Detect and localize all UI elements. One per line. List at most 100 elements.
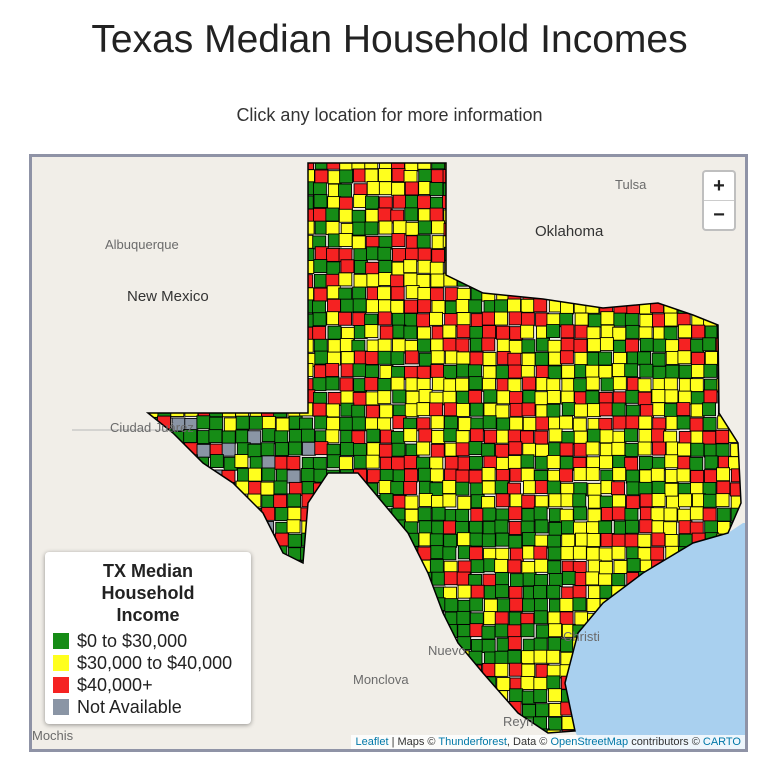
county[interactable]: [248, 571, 263, 586]
county[interactable]: [585, 441, 600, 456]
county[interactable]: [744, 222, 745, 235]
county[interactable]: [457, 495, 472, 510]
county[interactable]: [169, 312, 184, 327]
county[interactable]: [639, 519, 654, 534]
county[interactable]: [691, 248, 706, 263]
county[interactable]: [158, 157, 173, 171]
county[interactable]: [457, 417, 472, 432]
county[interactable]: [468, 195, 483, 209]
county[interactable]: [574, 273, 589, 288]
county[interactable]: [625, 248, 639, 263]
county[interactable]: [352, 221, 367, 236]
county[interactable]: [353, 454, 368, 469]
county[interactable]: [196, 220, 211, 235]
county[interactable]: [404, 468, 418, 483]
county[interactable]: [509, 273, 524, 287]
county[interactable]: [572, 194, 587, 209]
county[interactable]: [352, 714, 367, 729]
county[interactable]: [352, 573, 367, 587]
county[interactable]: [197, 235, 212, 250]
county[interactable]: [665, 339, 680, 354]
county[interactable]: [730, 443, 744, 458]
county[interactable]: [533, 158, 548, 172]
county[interactable]: [535, 455, 549, 470]
county[interactable]: [260, 182, 275, 197]
county[interactable]: [221, 442, 236, 457]
county[interactable]: [689, 417, 704, 432]
county[interactable]: [132, 314, 145, 327]
county[interactable]: [690, 430, 705, 445]
county[interactable]: [338, 456, 353, 471]
county[interactable]: [442, 701, 457, 716]
county[interactable]: [184, 402, 199, 417]
county[interactable]: [639, 313, 654, 328]
county[interactable]: [546, 183, 561, 198]
county[interactable]: [351, 235, 366, 250]
county[interactable]: [275, 612, 290, 627]
county[interactable]: [573, 506, 588, 521]
county[interactable]: [289, 741, 302, 749]
county[interactable]: [261, 416, 276, 430]
county[interactable]: [676, 222, 691, 237]
county[interactable]: [195, 533, 210, 548]
county[interactable]: [275, 663, 290, 678]
county[interactable]: [533, 598, 548, 613]
county[interactable]: [611, 481, 626, 496]
county[interactable]: [325, 572, 340, 587]
county[interactable]: [365, 702, 380, 717]
county[interactable]: [300, 599, 315, 614]
county[interactable]: [442, 480, 457, 494]
county[interactable]: [403, 624, 418, 638]
county[interactable]: [132, 169, 145, 182]
county[interactable]: [183, 389, 198, 404]
county[interactable]: [650, 157, 665, 170]
county[interactable]: [703, 493, 717, 508]
county[interactable]: [484, 598, 498, 613]
county[interactable]: [326, 599, 341, 614]
county[interactable]: [587, 494, 602, 509]
county[interactable]: [509, 391, 523, 406]
county[interactable]: [366, 690, 381, 705]
county[interactable]: [468, 715, 483, 730]
county[interactable]: [209, 741, 222, 749]
county[interactable]: [456, 351, 471, 366]
county[interactable]: [299, 338, 314, 353]
county[interactable]: [171, 390, 186, 405]
county[interactable]: [507, 183, 522, 198]
county[interactable]: [274, 430, 289, 445]
county[interactable]: [742, 273, 745, 286]
county[interactable]: [133, 365, 146, 378]
county[interactable]: [548, 716, 563, 731]
county[interactable]: [730, 403, 744, 418]
county[interactable]: [678, 168, 693, 183]
county[interactable]: [392, 194, 407, 209]
county[interactable]: [586, 246, 601, 261]
county[interactable]: [300, 546, 315, 561]
county[interactable]: [586, 403, 601, 418]
county[interactable]: [456, 390, 470, 405]
county[interactable]: [598, 365, 613, 379]
county[interactable]: [535, 703, 550, 718]
county[interactable]: [638, 415, 653, 430]
county[interactable]: [326, 247, 341, 262]
county[interactable]: [286, 300, 301, 315]
county[interactable]: [665, 364, 680, 379]
county[interactable]: [560, 493, 575, 508]
county[interactable]: [248, 312, 263, 327]
county[interactable]: [585, 571, 600, 586]
county[interactable]: [195, 728, 209, 742]
county[interactable]: [482, 365, 497, 380]
county[interactable]: [507, 624, 522, 639]
county[interactable]: [587, 482, 602, 497]
county[interactable]: [183, 481, 198, 496]
county[interactable]: [262, 300, 277, 315]
county[interactable]: [196, 741, 209, 749]
county[interactable]: [483, 389, 498, 404]
county[interactable]: [495, 493, 510, 508]
county[interactable]: [510, 573, 524, 588]
county[interactable]: [209, 261, 224, 276]
county[interactable]: [145, 532, 159, 547]
county[interactable]: [287, 195, 302, 210]
county[interactable]: [249, 207, 264, 222]
county[interactable]: [210, 298, 224, 313]
